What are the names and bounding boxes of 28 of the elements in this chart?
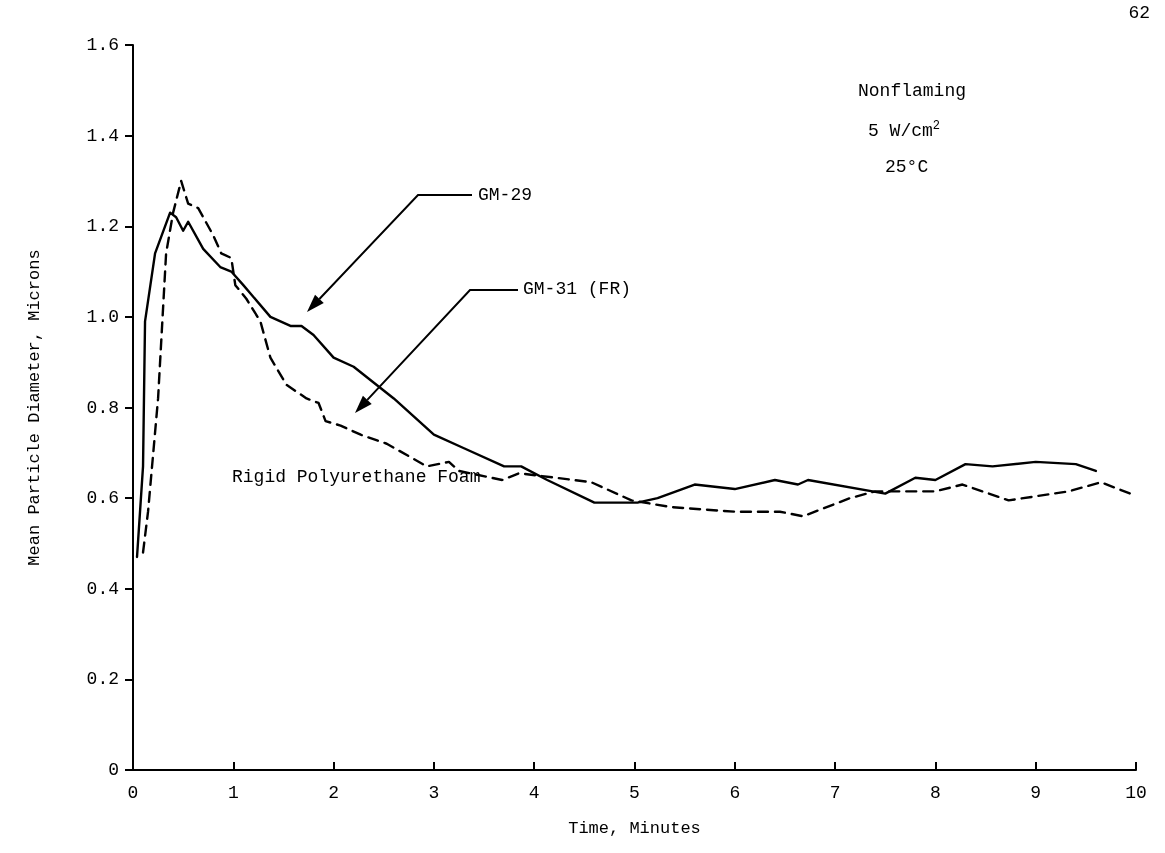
annotation: GM-31 (FR)	[523, 279, 632, 299]
x-tick-label: 5	[629, 783, 640, 803]
y-tick-label: 0.2	[86, 669, 119, 690]
x-tick-label: 7	[829, 783, 841, 803]
y-tick-label: 0.6	[86, 488, 119, 509]
x-tick-label: 9	[1030, 783, 1042, 803]
annotation: Rigid Polyurethane Foam	[232, 467, 481, 487]
x-tick-label: 3	[428, 783, 440, 803]
y-tick-label: 1.6	[86, 35, 119, 55]
y-axis-title: Mean Particle Diameter, Microns	[25, 249, 44, 566]
annotation: Nonflaming	[858, 81, 967, 101]
y-tick-label: 1.2	[86, 216, 119, 237]
y-tick-label: 0.8	[86, 397, 119, 418]
x-tick-label: 2	[328, 783, 340, 803]
y-tick-label: 0.4	[86, 578, 119, 599]
y-tick-label: 0	[108, 760, 119, 780]
text: 62	[1128, 3, 1151, 23]
x-tick-label: 1	[227, 783, 239, 803]
y-tick-label: 1.0	[86, 306, 119, 327]
y-tick-label: 1.4	[86, 125, 119, 146]
annotation: GM-29	[478, 185, 533, 205]
x-tick-label: 10	[1125, 783, 1147, 803]
x-tick-label: 4	[528, 783, 540, 803]
x-axis-title: Time, Minutes	[568, 819, 701, 838]
annotation: 25°C	[885, 157, 929, 177]
x-tick-label: 8	[929, 783, 941, 803]
x-tick-label: 6	[729, 783, 741, 803]
x-tick-label: 0	[127, 783, 139, 803]
